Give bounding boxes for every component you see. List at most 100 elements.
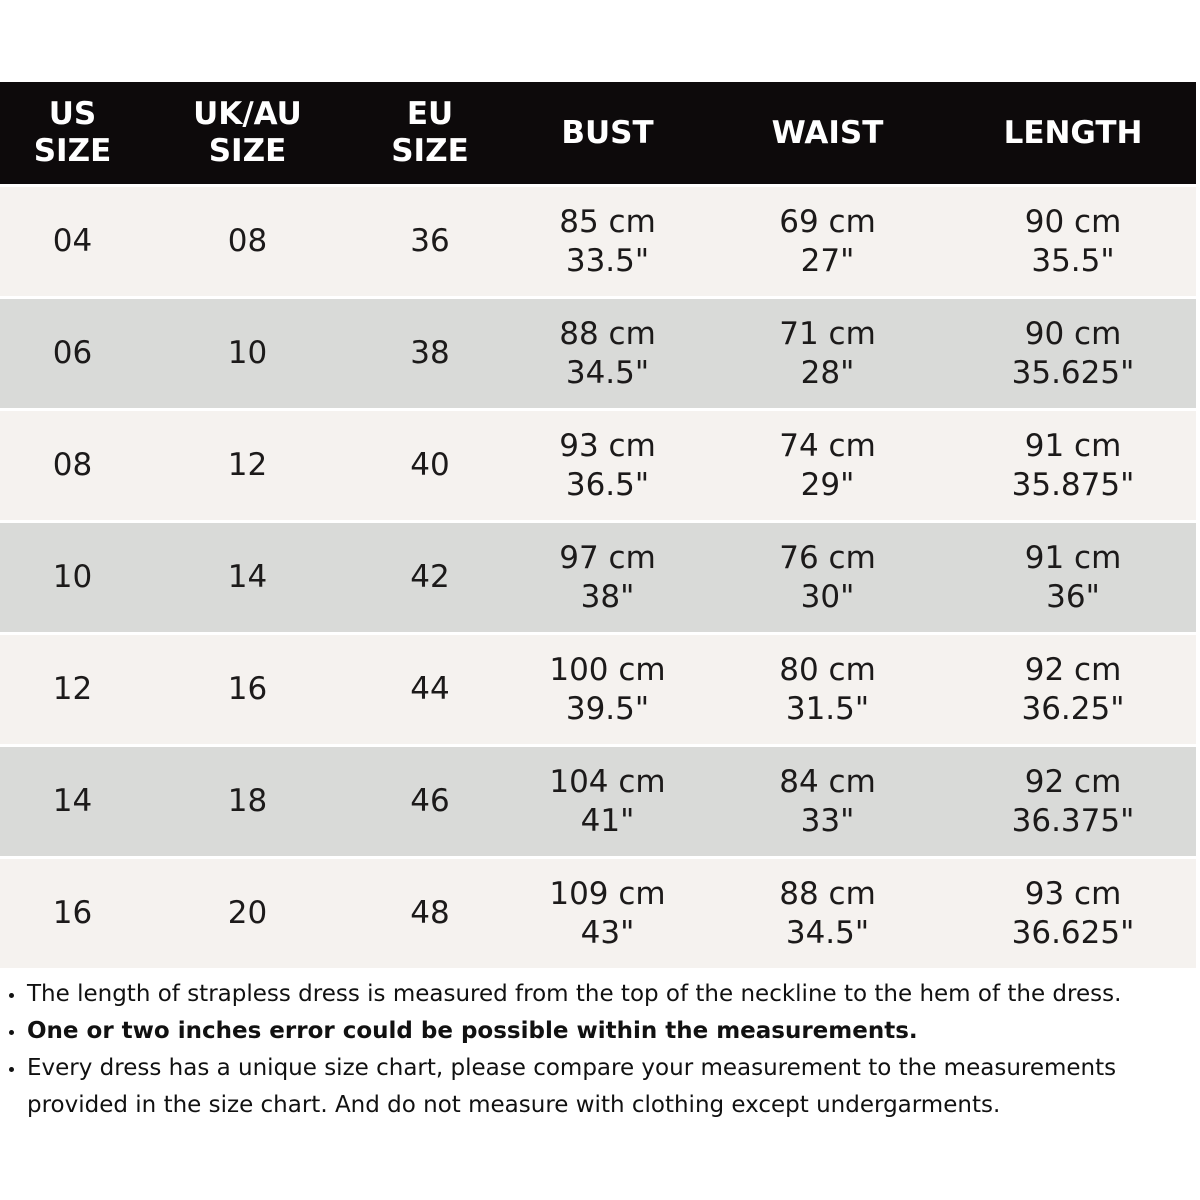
us-size-cell: 06: [0, 299, 145, 408]
value-bust-in: 34.5": [565, 354, 650, 391]
value-bust-in: 38": [580, 578, 635, 615]
value-length-in: 35.875": [1011, 466, 1135, 503]
us-size-cell: 04: [0, 187, 145, 296]
value-length-in: 36": [1046, 578, 1100, 615]
table-row: 14 18 46 104 cm 41" 84 cm 33" 92 cm 36.375": [0, 747, 1196, 856]
length-cell: 92 cm 36.25": [950, 635, 1196, 744]
value-eu: 46: [410, 783, 450, 819]
value-uk-au: 20: [227, 895, 268, 931]
value-bust-cm: 85 cm: [559, 203, 656, 240]
value-bust-in: 43": [580, 914, 635, 951]
notes-section: The length of strapless dress is measure…: [0, 976, 1200, 1124]
length-cell: 92 cm 36.375": [950, 747, 1196, 856]
value-bust-in: 41": [580, 802, 635, 839]
table-header-row: US SIZE UK/AU SIZE EU SIZE BUST WAIST LE…: [0, 82, 1196, 184]
value-waist-in: 33": [800, 802, 855, 839]
eu-size-cell: 46: [350, 747, 510, 856]
waist-cell: 84 cm 33": [705, 747, 950, 856]
value-waist-cm: 84 cm: [779, 763, 876, 800]
table-body: 04 08 36 85 cm 33.5" 69 cm 27" 90 cm 35.5" 06 10 38…: [0, 187, 1196, 968]
value-uk-au: 16: [227, 671, 268, 707]
us-size-cell: 10: [0, 523, 145, 632]
note-length-measurement: The length of strapless dress is measure…: [0, 976, 1200, 1013]
value-waist-cm: 88 cm: [779, 875, 876, 912]
table-row: 08 12 40 93 cm 36.5" 74 cm 29" 91 cm 35.875": [0, 411, 1196, 520]
bust-cell: 100 cm 39.5": [510, 635, 705, 744]
bust-cell: 93 cm 36.5": [510, 411, 705, 520]
size-chart-table: US SIZE UK/AU SIZE EU SIZE BUST WAIST LE…: [0, 82, 1196, 968]
header-waist: WAIST: [771, 114, 884, 151]
value-bust-in: 33.5": [565, 242, 650, 279]
header-bust: BUST: [561, 114, 654, 151]
value-waist-cm: 71 cm: [779, 315, 876, 352]
uk-au-size-cell: 14: [145, 523, 350, 632]
us-size-cell: 14: [0, 747, 145, 856]
waist-cell: 88 cm 34.5": [705, 859, 950, 968]
value-length-cm: 90 cm: [1024, 203, 1122, 240]
table-row: 16 20 48 109 cm 43" 88 cm 34.5" 93 cm 36.625": [0, 859, 1196, 968]
header-eu-size: EU SIZE: [391, 96, 469, 169]
note-error-tolerance: One or two inches error could be possibl…: [0, 1013, 1200, 1050]
waist-cell: 71 cm 28": [705, 299, 950, 408]
length-cell: 90 cm 35.625": [950, 299, 1196, 408]
uk-au-size-cell: 10: [145, 299, 350, 408]
us-size-cell: 16: [0, 859, 145, 968]
value-eu: 48: [410, 895, 450, 931]
uk-au-size-cell: 08: [145, 187, 350, 296]
waist-cell: 74 cm 29": [705, 411, 950, 520]
value-length-cm: 91 cm: [1024, 427, 1122, 464]
value-us: 14: [52, 783, 93, 819]
bullet-dot-icon: [9, 993, 14, 998]
value-bust-cm: 109 cm: [549, 875, 666, 912]
value-waist-in: 31.5": [785, 690, 870, 727]
length-cell: 91 cm 35.875": [950, 411, 1196, 520]
table-row: 06 10 38 88 cm 34.5" 71 cm 28" 90 cm 35.625": [0, 299, 1196, 408]
value-length-in: 36.625": [1011, 914, 1135, 951]
value-uk-au: 10: [227, 335, 268, 371]
value-bust-cm: 100 cm: [549, 651, 666, 688]
value-eu: 42: [410, 559, 450, 595]
value-eu: 40: [410, 447, 450, 483]
table-row: 10 14 42 97 cm 38" 76 cm 30" 91 cm 36": [0, 523, 1196, 632]
value-bust-cm: 104 cm: [549, 763, 666, 800]
value-bust-in: 36.5": [565, 466, 650, 503]
value-us: 12: [52, 671, 93, 707]
waist-cell: 69 cm 27": [705, 187, 950, 296]
bust-cell: 85 cm 33.5": [510, 187, 705, 296]
value-eu: 44: [410, 671, 450, 707]
value-us: 08: [52, 447, 93, 483]
table-row: 04 08 36 85 cm 33.5" 69 cm 27" 90 cm 35.5": [0, 187, 1196, 296]
value-length-in: 36.25": [1021, 690, 1125, 727]
note-text: The length of strapless dress is measure…: [27, 981, 1122, 1007]
value-waist-in: 30": [800, 578, 855, 615]
value-waist-in: 34.5": [785, 914, 870, 951]
value-waist-in: 27": [800, 242, 855, 279]
uk-au-size-cell: 20: [145, 859, 350, 968]
uk-au-size-cell: 18: [145, 747, 350, 856]
length-cell: 90 cm 35.5": [950, 187, 1196, 296]
table-row: 12 16 44 100 cm 39.5" 80 cm 31.5" 92 cm 36.25": [0, 635, 1196, 744]
value-length-cm: 92 cm: [1024, 651, 1122, 688]
eu-size-cell: 42: [350, 523, 510, 632]
value-length-in: 35.5": [1031, 242, 1115, 279]
note-unique-size-chart: Every dress has a unique size chart, ple…: [0, 1050, 1200, 1124]
value-length-cm: 93 cm: [1024, 875, 1122, 912]
value-waist-in: 28": [800, 354, 855, 391]
value-waist-cm: 74 cm: [779, 427, 876, 464]
value-waist-in: 29": [800, 466, 855, 503]
value-uk-au: 14: [227, 559, 268, 595]
bust-cell: 104 cm 41": [510, 747, 705, 856]
value-us: 10: [52, 559, 93, 595]
waist-cell: 80 cm 31.5": [705, 635, 950, 744]
value-waist-cm: 69 cm: [779, 203, 876, 240]
note-text: Every dress has a unique size chart, ple…: [27, 1055, 1117, 1118]
value-uk-au: 08: [227, 223, 268, 259]
length-cell: 93 cm 36.625": [950, 859, 1196, 968]
note-text: One or two inches error could be possibl…: [27, 1018, 918, 1044]
value-waist-cm: 80 cm: [779, 651, 876, 688]
value-bust-in: 39.5": [565, 690, 650, 727]
value-waist-cm: 76 cm: [779, 539, 876, 576]
value-eu: 36: [410, 223, 450, 259]
eu-size-cell: 48: [350, 859, 510, 968]
value-bust-cm: 88 cm: [559, 315, 656, 352]
